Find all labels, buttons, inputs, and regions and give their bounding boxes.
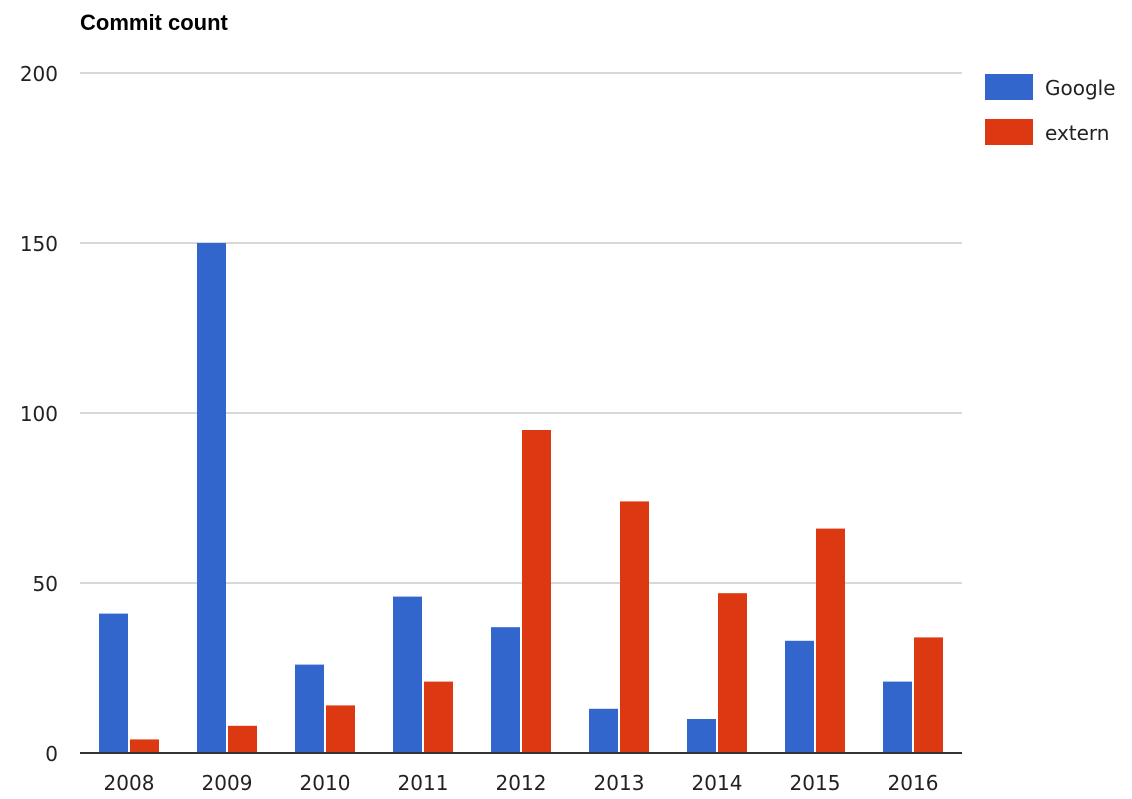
x-tick-label: 2009 bbox=[202, 771, 253, 795]
bar-extern-2013 bbox=[620, 501, 649, 753]
gridlines bbox=[80, 72, 962, 584]
bar-extern-2016 bbox=[914, 637, 943, 753]
x-tick-label: 2012 bbox=[496, 771, 547, 795]
y-tick-label: 200 bbox=[20, 62, 58, 86]
bars bbox=[99, 243, 943, 753]
bar-google-2016 bbox=[883, 681, 912, 753]
legend-label-google: Google bbox=[1045, 76, 1116, 100]
legend-swatch-google bbox=[985, 74, 1033, 100]
x-tick-label: 2015 bbox=[790, 771, 841, 795]
legend-label-extern: extern bbox=[1045, 121, 1109, 145]
bar-google-2013 bbox=[589, 708, 618, 753]
y-axis-ticks: 0 50 100 150 200 bbox=[20, 62, 58, 766]
bar-extern-2009 bbox=[228, 725, 257, 753]
bar-google-2009 bbox=[197, 243, 226, 753]
bar-extern-2014 bbox=[718, 593, 747, 753]
bar-google-2015 bbox=[785, 640, 814, 753]
bar-extern-2012 bbox=[522, 430, 551, 753]
y-tick-label: 150 bbox=[20, 232, 58, 256]
legend-swatch-extern bbox=[985, 119, 1033, 145]
x-tick-label: 2008 bbox=[104, 771, 155, 795]
bar-google-2012 bbox=[491, 627, 520, 753]
bar-extern-2010 bbox=[326, 705, 355, 753]
x-tick-label: 2010 bbox=[300, 771, 351, 795]
bar-extern-2015 bbox=[816, 528, 845, 753]
y-tick-label: 50 bbox=[33, 572, 58, 596]
bar-extern-2008 bbox=[130, 739, 159, 753]
chart-title: Commit count bbox=[80, 10, 229, 35]
bar-google-2008 bbox=[99, 613, 128, 753]
legend: Google extern bbox=[985, 74, 1116, 145]
bar-extern-2011 bbox=[424, 681, 453, 753]
bar-google-2011 bbox=[393, 596, 422, 753]
x-tick-label: 2014 bbox=[692, 771, 743, 795]
y-tick-label: 0 bbox=[45, 742, 58, 766]
x-axis-ticks: 2008 2009 2010 2011 2012 2013 2014 2015 2016 bbox=[104, 771, 939, 795]
x-tick-label: 2013 bbox=[594, 771, 645, 795]
x-tick-label: 2011 bbox=[398, 771, 449, 795]
bar-google-2010 bbox=[295, 664, 324, 753]
x-tick-label: 2016 bbox=[888, 771, 939, 795]
y-tick-label: 100 bbox=[20, 402, 58, 426]
bar-google-2014 bbox=[687, 719, 716, 753]
